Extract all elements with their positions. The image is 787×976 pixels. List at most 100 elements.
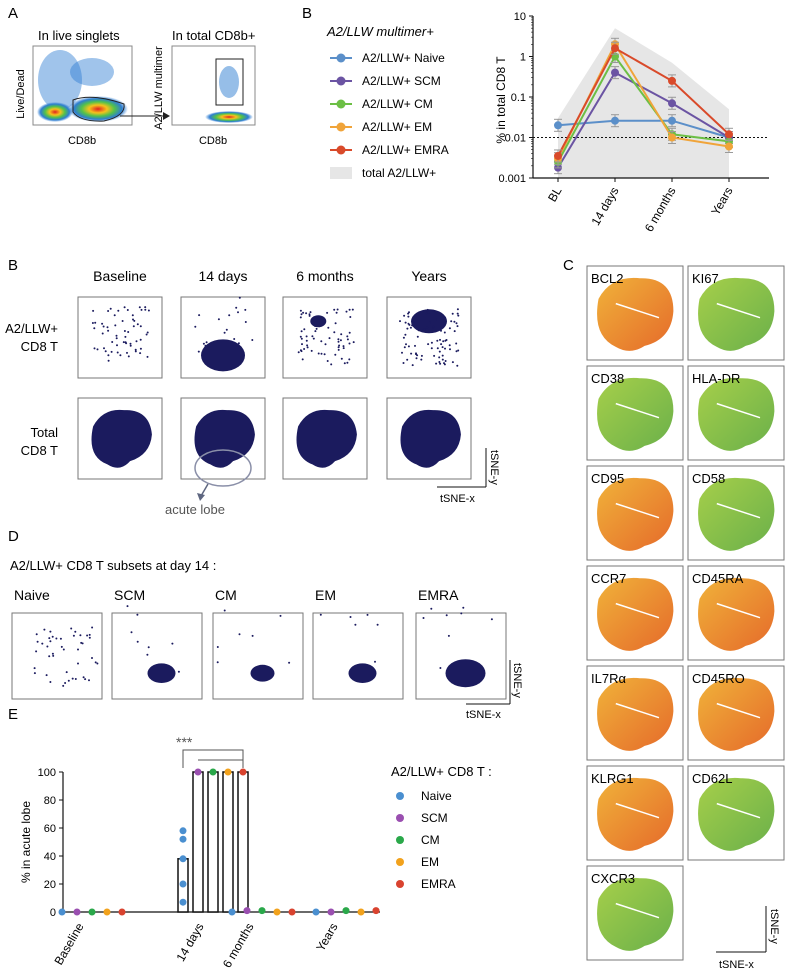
tsne-dot — [115, 334, 118, 337]
tsne-dot — [340, 333, 343, 336]
tsne-dot — [244, 308, 247, 311]
tsne-dot — [426, 308, 429, 311]
x-tick-label: 14 days — [588, 185, 621, 228]
tsne-dot — [116, 351, 119, 354]
tsne-dot — [107, 329, 110, 332]
subset-frame — [312, 612, 404, 700]
tsne-dot — [91, 657, 93, 659]
tsne-dot — [403, 314, 406, 317]
e-y-tick-label: 40 — [44, 851, 56, 863]
tsne-dot — [348, 358, 351, 361]
tsne-dot — [333, 331, 336, 334]
series-point — [554, 151, 562, 160]
column-header: Years — [411, 268, 446, 284]
tsne-dot — [101, 332, 104, 335]
tsne-cloud — [194, 409, 255, 468]
tsne-dot — [123, 306, 126, 309]
tsne-dot — [402, 362, 405, 364]
tsne-dot — [414, 344, 416, 347]
tsne-dot — [300, 337, 303, 340]
e-point — [88, 908, 96, 916]
marker-heatmap — [698, 477, 775, 551]
tsne-dot — [205, 341, 208, 344]
heatmap-gap — [615, 602, 660, 619]
tsne-frame-top — [77, 296, 163, 379]
tsne-dot — [132, 325, 135, 328]
e-legend-marker — [396, 858, 404, 866]
tsne-dot — [427, 311, 430, 314]
tsne-dot — [345, 310, 348, 313]
marker-label: KLRG1 — [591, 771, 634, 786]
tsne-dot — [144, 308, 147, 311]
tsne-dot — [139, 338, 142, 341]
column-header: 14 days — [198, 268, 247, 284]
tsne-dot — [91, 626, 94, 629]
marker-label: CCR7 — [591, 571, 626, 586]
panel-b2-letter: B — [8, 257, 18, 274]
marker-frame — [687, 765, 785, 861]
heatmap-gap — [716, 502, 761, 519]
tsne-dot — [430, 347, 433, 350]
total-band — [558, 28, 729, 179]
tsne-dot — [305, 335, 308, 338]
tsne-dot — [407, 322, 410, 325]
tsne-dot — [417, 329, 420, 332]
tsne-dot — [457, 349, 460, 352]
tsne-dot — [77, 662, 79, 665]
tsne-dot — [374, 660, 376, 663]
legend-entry: A2/LLW+ CM — [362, 97, 433, 111]
tsne-dot — [317, 352, 320, 355]
tsne-dot — [139, 352, 142, 355]
tsne-dot — [308, 313, 311, 316]
e-y-tick-label: 20 — [44, 879, 56, 891]
tsne-dot — [405, 343, 407, 346]
tsne-dot — [223, 609, 226, 612]
c-y-label: tSNE-y — [768, 909, 780, 944]
tsne-dot — [455, 350, 458, 353]
tsne-dot — [130, 631, 133, 634]
tsne-dot — [335, 311, 338, 314]
marker-frame — [687, 665, 785, 761]
tsne-dot — [348, 308, 351, 311]
series-line — [557, 71, 730, 169]
tsne-dot — [129, 342, 132, 345]
tsne-dot — [33, 672, 36, 675]
tsne-dot — [401, 351, 403, 354]
subset-label: SCM — [114, 587, 145, 603]
tsne-dot — [445, 339, 448, 341]
d-y-label: tSNE-y — [511, 663, 523, 698]
marker-heatmap — [698, 677, 775, 751]
tsne-dot — [60, 645, 63, 648]
tsne-dot — [432, 325, 435, 328]
series-point — [554, 121, 562, 130]
e-point — [58, 908, 66, 916]
tsne-dot — [346, 338, 349, 341]
tsne-dot — [123, 330, 126, 332]
tsne-dot — [134, 348, 137, 351]
series-point — [611, 44, 619, 53]
tsne-dot — [346, 361, 349, 364]
tsne-dot — [45, 674, 48, 677]
tsne-dot — [348, 331, 351, 334]
y-tick-label: 0.01 — [505, 133, 526, 145]
e-x-tick-label: 6 months — [220, 921, 257, 971]
plot1-title: In live singlets — [38, 28, 120, 43]
marker-label: CD95 — [591, 471, 624, 486]
tsne-dot — [432, 309, 435, 312]
tsne-dot — [92, 309, 95, 312]
tsne-dot — [72, 634, 75, 637]
marker-label: CD62L — [692, 771, 732, 786]
legend-marker — [336, 53, 346, 63]
heatmap-gap — [716, 302, 761, 319]
marker-label: BCL2 — [591, 271, 624, 286]
tsne-dot — [237, 311, 239, 314]
tsne-dot — [216, 661, 219, 664]
tsne-dot — [439, 667, 442, 669]
marker-heatmap — [597, 477, 674, 551]
tsne-dot — [106, 326, 109, 329]
tsne-dot — [423, 328, 426, 331]
tsne-dot — [94, 321, 97, 324]
tsne-dot — [299, 335, 302, 338]
panel-b-top: B A2/LLW multimer+ A2/LLW+ NaiveA2/LLW+ … — [302, 5, 769, 234]
acute-label: acute lobe — [165, 502, 225, 517]
